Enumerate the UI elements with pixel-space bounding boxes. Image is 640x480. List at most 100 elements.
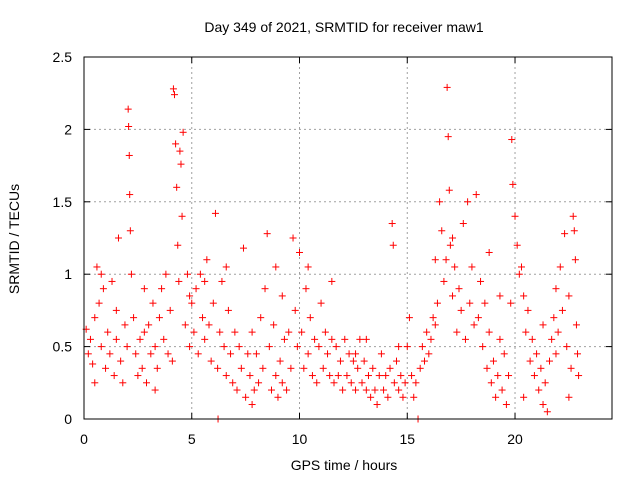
data-point xyxy=(336,357,344,365)
data-point xyxy=(546,357,554,365)
data-point xyxy=(114,234,122,242)
y-axis-label: SRMTID / TECUs xyxy=(6,184,22,294)
data-point xyxy=(444,133,452,141)
data-point xyxy=(160,335,168,343)
data-point xyxy=(408,372,416,380)
data-point xyxy=(188,299,196,307)
data-point xyxy=(571,256,579,264)
y-tick-label: 0.5 xyxy=(53,339,73,355)
data-point xyxy=(457,306,465,314)
data-point xyxy=(311,335,319,343)
data-point xyxy=(218,277,226,285)
data-point xyxy=(397,372,405,380)
data-point xyxy=(263,230,271,238)
data-point xyxy=(390,379,398,387)
data-point xyxy=(567,364,575,372)
data-point xyxy=(362,335,370,343)
data-point xyxy=(569,212,577,220)
data-point xyxy=(436,198,444,206)
data-point xyxy=(449,234,457,242)
data-point xyxy=(574,350,582,358)
data-point xyxy=(332,343,340,351)
data-point xyxy=(177,160,185,168)
data-point xyxy=(403,343,411,351)
data-point xyxy=(306,314,314,322)
data-point xyxy=(155,314,163,322)
data-point xyxy=(274,393,282,401)
data-point xyxy=(199,314,207,322)
data-point xyxy=(360,357,368,365)
data-point xyxy=(470,321,478,329)
data-point xyxy=(349,357,357,365)
data-point xyxy=(287,364,295,372)
data-point xyxy=(119,379,127,387)
data-point xyxy=(222,263,230,271)
data-point xyxy=(326,372,334,380)
data-point xyxy=(539,401,547,409)
data-point xyxy=(537,364,545,372)
data-point xyxy=(477,277,485,285)
x-tick-label: 0 xyxy=(80,431,88,447)
data-point xyxy=(561,230,569,238)
data-point xyxy=(136,335,144,343)
data-point xyxy=(410,393,418,401)
data-point xyxy=(145,321,153,329)
data-point xyxy=(130,314,138,322)
data-point xyxy=(86,335,94,343)
data-point xyxy=(352,386,360,394)
data-point xyxy=(399,393,407,401)
data-point xyxy=(304,350,312,358)
data-point xyxy=(509,180,517,188)
y-tick-label: 1 xyxy=(64,266,72,282)
data-point xyxy=(201,277,209,285)
y-tick-label: 2.5 xyxy=(53,49,73,65)
data-point xyxy=(110,372,118,380)
data-point xyxy=(481,299,489,307)
data-point xyxy=(468,263,476,271)
data-point xyxy=(369,364,377,372)
data-point xyxy=(142,379,150,387)
data-point xyxy=(321,328,329,336)
data-point xyxy=(440,277,448,285)
data-point xyxy=(126,227,134,235)
data-point xyxy=(278,292,286,300)
data-point xyxy=(431,256,439,264)
data-point xyxy=(151,386,159,394)
data-point xyxy=(552,285,560,293)
data-point xyxy=(554,328,562,336)
data-point xyxy=(95,299,103,307)
data-point xyxy=(548,335,556,343)
data-point xyxy=(227,350,235,358)
data-point xyxy=(494,372,502,380)
data-point xyxy=(382,372,390,380)
data-point xyxy=(423,328,431,336)
data-point xyxy=(134,372,142,380)
data-point xyxy=(291,306,299,314)
data-point xyxy=(272,263,280,271)
data-point xyxy=(343,372,351,380)
data-point xyxy=(317,299,325,307)
data-point xyxy=(483,364,491,372)
data-point xyxy=(541,379,549,387)
data-point xyxy=(517,263,525,271)
data-point xyxy=(520,393,528,401)
data-point xyxy=(97,270,105,278)
data-point xyxy=(194,350,202,358)
data-point xyxy=(267,386,275,394)
data-point xyxy=(283,386,291,394)
y-tick-labels: 0 0.5 1 1.5 2 2.5 xyxy=(53,49,73,427)
data-point xyxy=(530,372,538,380)
data-point xyxy=(296,248,304,256)
data-point xyxy=(380,386,388,394)
data-point xyxy=(425,350,433,358)
data-point xyxy=(442,256,450,264)
data-point xyxy=(502,401,510,409)
data-point xyxy=(124,105,132,113)
x-tick-labels: 0 5 10 15 20 xyxy=(80,431,523,447)
data-point xyxy=(367,393,375,401)
data-point xyxy=(233,386,241,394)
data-point xyxy=(405,314,413,322)
data-point xyxy=(216,328,224,336)
data-point xyxy=(498,386,506,394)
data-point xyxy=(237,364,245,372)
